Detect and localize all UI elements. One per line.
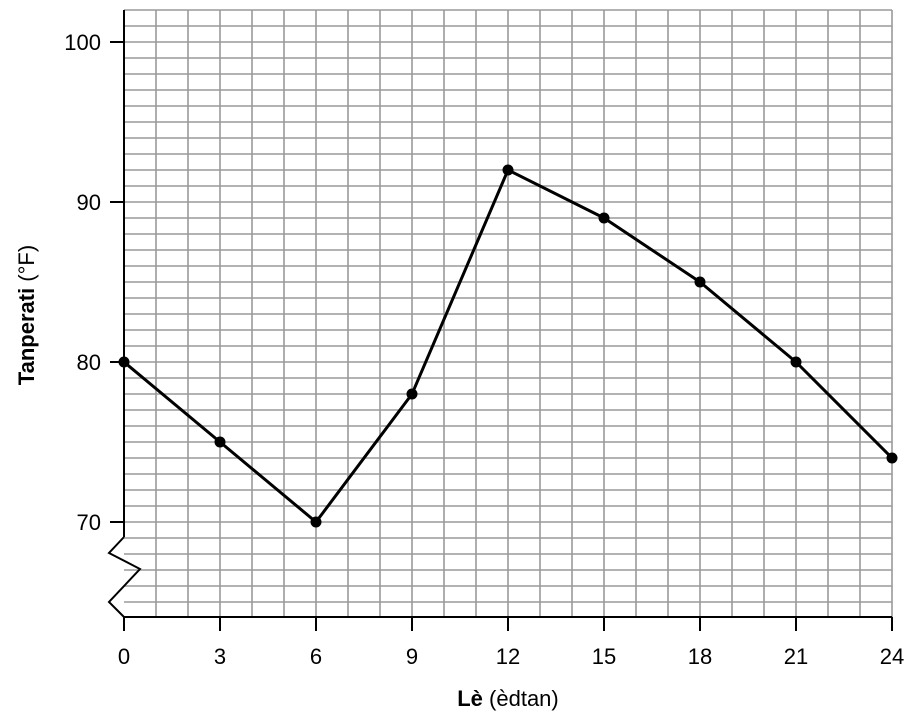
- x-tick-label: 18: [688, 644, 712, 669]
- x-tick-label: 9: [406, 644, 418, 669]
- x-tick-label: 3: [214, 644, 226, 669]
- x-tick-label: 12: [496, 644, 520, 669]
- data-point: [310, 516, 322, 528]
- x-tick-label: 0: [118, 644, 130, 669]
- data-point: [502, 164, 514, 176]
- x-tick-label: 24: [880, 644, 904, 669]
- y-axis-title-unit: (°F): [14, 245, 39, 288]
- y-axis-break: [107, 536, 142, 618]
- x-axis-title-bold: Lè: [457, 686, 483, 711]
- y-axis-title: Tanperati (°F): [14, 245, 39, 385]
- x-axis-title-unit: (èdtan): [483, 686, 559, 711]
- data-point: [694, 276, 706, 288]
- data-point: [790, 356, 802, 368]
- y-tick-label: 100: [64, 30, 101, 55]
- y-tick-label: 90: [77, 190, 101, 215]
- data-point: [886, 452, 898, 464]
- x-tick-label: 6: [310, 644, 322, 669]
- grid: [124, 9, 893, 617]
- y-tick-label: 80: [77, 350, 101, 375]
- data-point: [214, 436, 226, 448]
- temperature-series: [118, 164, 898, 528]
- x-axis-ticks: 0 3 6 9 12 15 18 21 24: [118, 617, 904, 669]
- x-tick-label: 15: [592, 644, 616, 669]
- y-tick-label: 70: [77, 510, 101, 535]
- data-point: [406, 388, 418, 400]
- y-axis-ticks: 70 80 90 100: [64, 30, 124, 535]
- data-point: [598, 212, 610, 224]
- x-tick-label: 21: [784, 644, 808, 669]
- x-axis-title: Lè (èdtan): [457, 686, 559, 711]
- y-axis-title-bold: Tanperati: [14, 288, 39, 385]
- data-point: [118, 356, 130, 368]
